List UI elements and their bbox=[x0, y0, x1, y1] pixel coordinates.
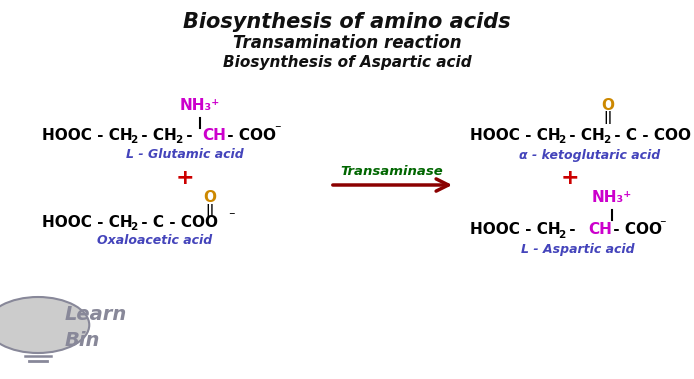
Text: CH: CH bbox=[588, 222, 612, 238]
Text: - CH: - CH bbox=[136, 127, 177, 143]
Text: O: O bbox=[203, 190, 217, 205]
Text: CH: CH bbox=[202, 127, 226, 143]
Text: Learn: Learn bbox=[65, 305, 127, 324]
Text: 2: 2 bbox=[603, 135, 610, 145]
Text: ⁻: ⁻ bbox=[274, 124, 280, 136]
Text: Transamination reaction: Transamination reaction bbox=[232, 34, 462, 52]
Text: +: + bbox=[561, 168, 579, 188]
Text: ||: || bbox=[205, 204, 214, 216]
Text: 2: 2 bbox=[130, 135, 137, 145]
Text: - CH: - CH bbox=[564, 127, 604, 143]
Text: Oxaloacetic acid: Oxaloacetic acid bbox=[97, 233, 212, 246]
Text: Transaminase: Transaminase bbox=[341, 166, 443, 179]
Text: 2: 2 bbox=[175, 135, 183, 145]
Text: 2: 2 bbox=[558, 230, 565, 240]
Text: - COO: - COO bbox=[222, 127, 276, 143]
Text: ||: || bbox=[603, 111, 613, 124]
Text: 2: 2 bbox=[558, 135, 565, 145]
Text: - COO: - COO bbox=[608, 222, 662, 238]
Text: NH₃⁺: NH₃⁺ bbox=[180, 97, 220, 113]
FancyArrowPatch shape bbox=[333, 179, 448, 191]
Text: Biosynthesis of amino acids: Biosynthesis of amino acids bbox=[183, 12, 511, 32]
Text: Biosynthesis of Aspartic acid: Biosynthesis of Aspartic acid bbox=[223, 55, 471, 69]
Text: HOOC - CH: HOOC - CH bbox=[470, 127, 561, 143]
Text: 2: 2 bbox=[130, 222, 137, 232]
Text: HOOC - CH: HOOC - CH bbox=[470, 222, 561, 238]
Text: NH₃⁺: NH₃⁺ bbox=[592, 190, 632, 205]
Text: Bin: Bin bbox=[65, 330, 101, 349]
Text: HOOC - CH: HOOC - CH bbox=[42, 127, 133, 143]
Text: HOOC - CH: HOOC - CH bbox=[42, 215, 133, 230]
Text: L - Glutamic acid: L - Glutamic acid bbox=[126, 149, 244, 161]
Text: - C - COO: - C - COO bbox=[136, 215, 218, 230]
Text: ⁻: ⁻ bbox=[228, 210, 235, 224]
Text: α - ketoglutaric acid: α - ketoglutaric acid bbox=[519, 149, 661, 161]
Text: - C - COO: - C - COO bbox=[609, 127, 691, 143]
Text: -: - bbox=[181, 127, 198, 143]
Text: O: O bbox=[602, 97, 614, 113]
Text: ⁻: ⁻ bbox=[659, 219, 666, 232]
Text: L - Aspartic acid: L - Aspartic acid bbox=[521, 243, 635, 257]
Text: -: - bbox=[564, 222, 581, 238]
Text: +: + bbox=[176, 168, 194, 188]
